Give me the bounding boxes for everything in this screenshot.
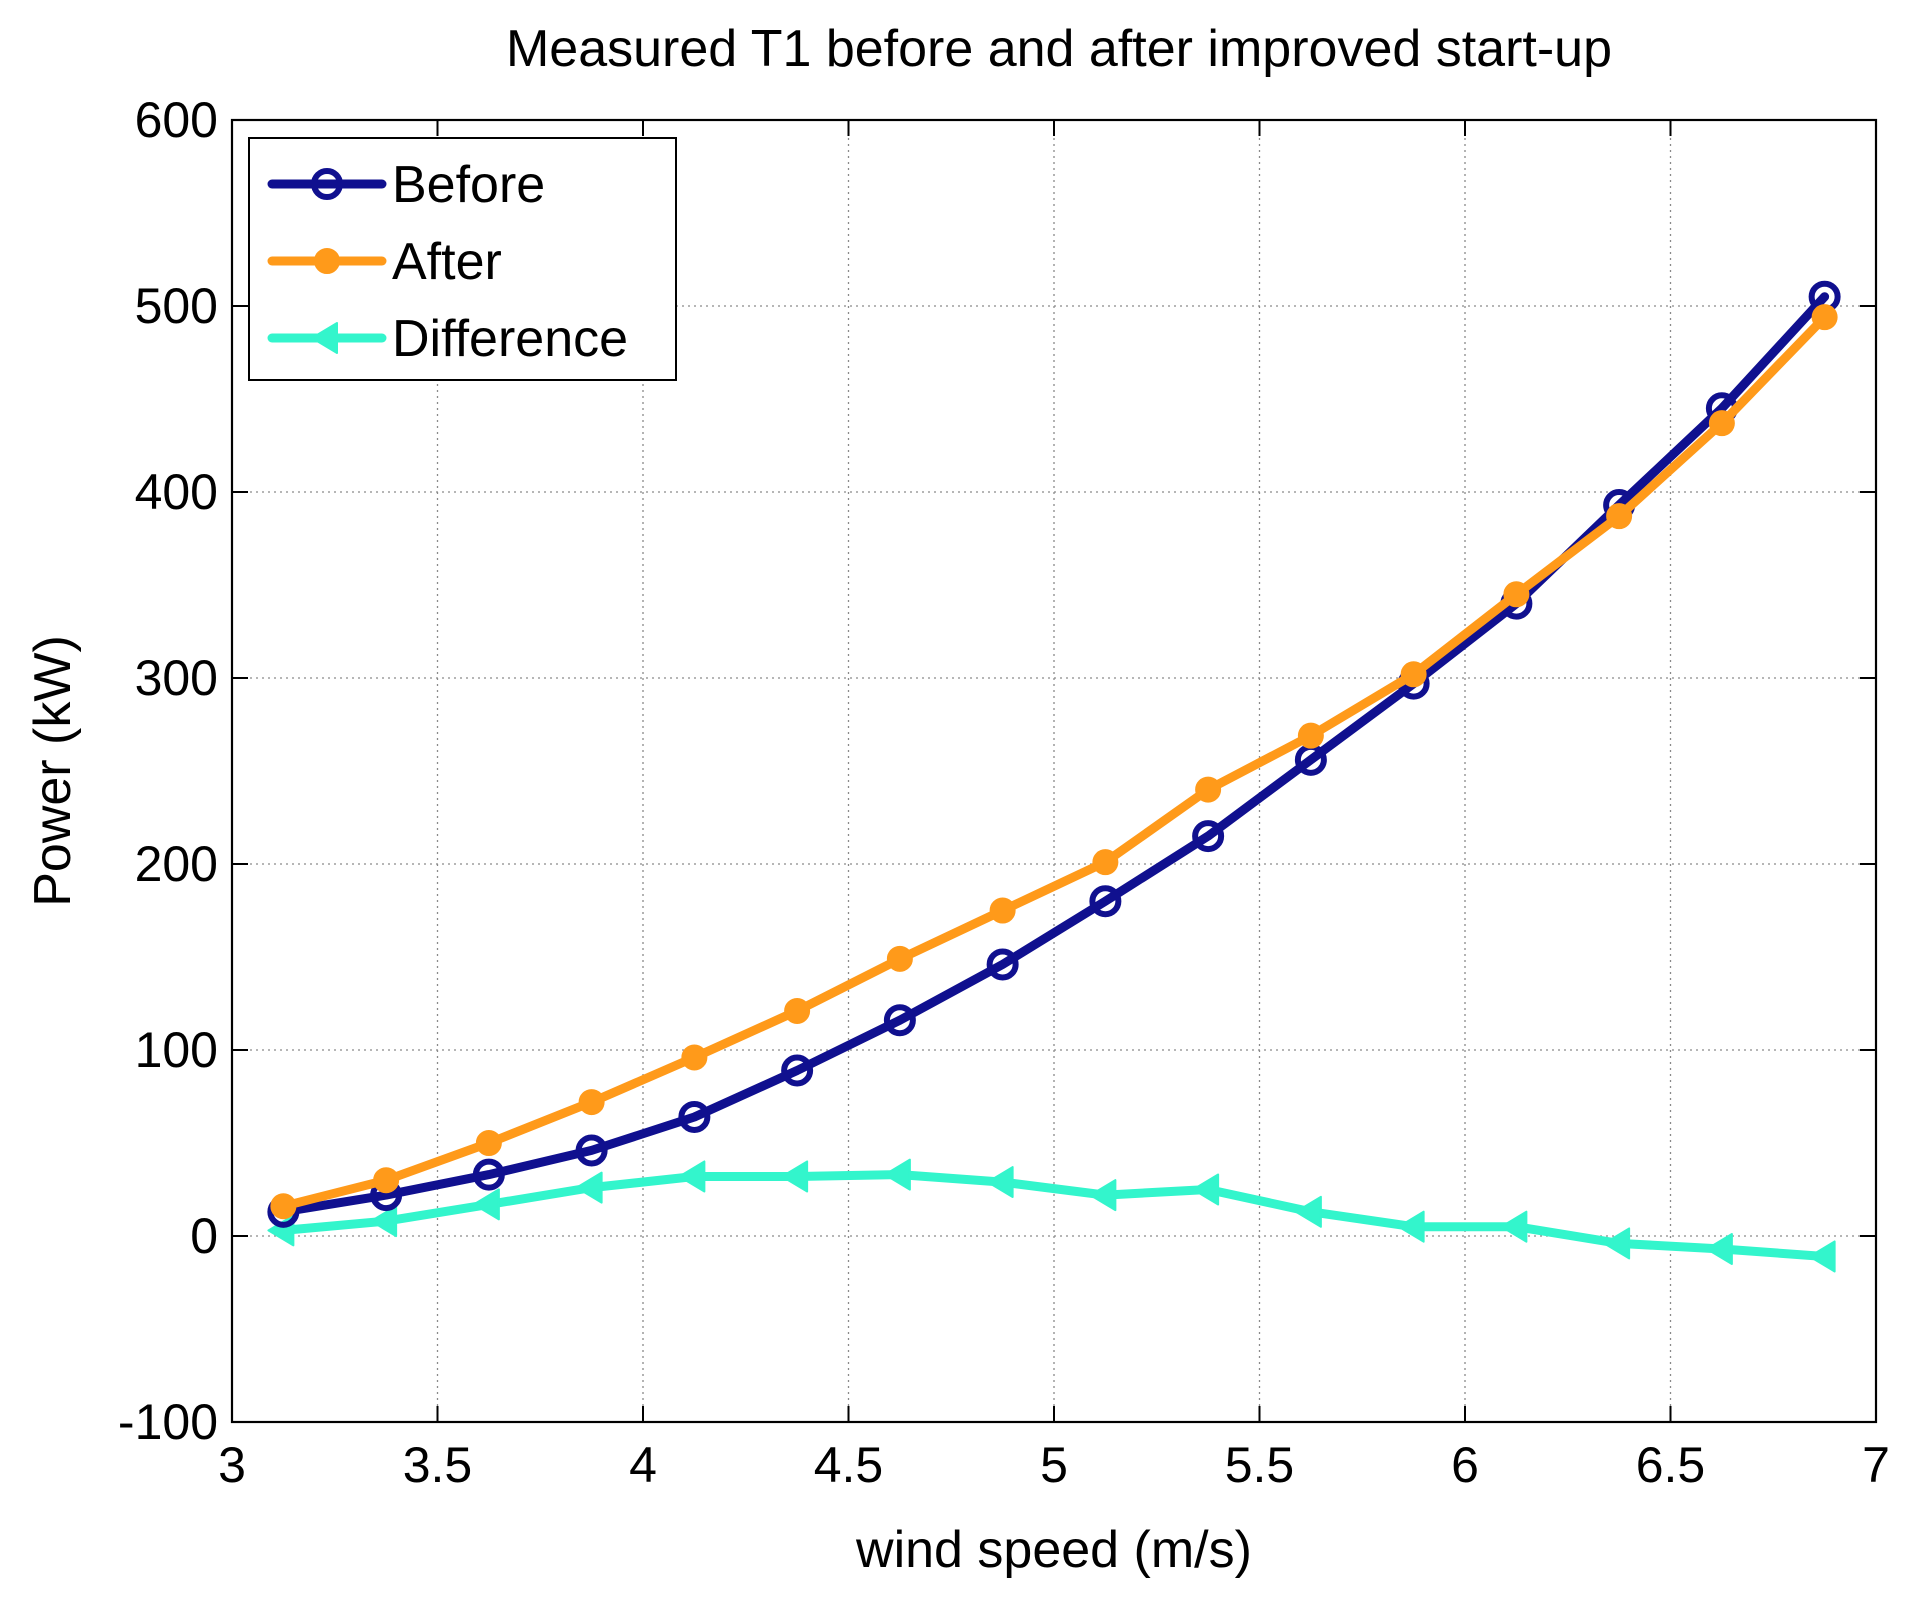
data-point-difference — [1500, 1210, 1528, 1243]
y-tick-label: 400 — [135, 464, 218, 520]
data-point-difference — [472, 1188, 500, 1221]
data-point-difference — [1808, 1240, 1836, 1273]
y-tick-label: 600 — [135, 92, 218, 148]
data-point-after — [989, 897, 1016, 924]
chart-title: Measured T1 before and after improved st… — [506, 20, 1612, 78]
legend-entry-difference: Difference — [267, 310, 628, 368]
data-point-before — [575, 1134, 608, 1167]
x-tick-label: 4 — [629, 1437, 657, 1493]
data-point-difference — [1089, 1179, 1117, 1212]
x-tick-label: 6 — [1451, 1437, 1479, 1493]
x-tick-label: 5.5 — [1225, 1437, 1295, 1493]
x-axis-label: wind speed (m/s) — [855, 1521, 1252, 1579]
y-tick-labels: -100 0 100 200 300 400 500 600 — [118, 92, 218, 1450]
data-point-difference — [575, 1171, 603, 1204]
legend-entry-after: After — [267, 233, 502, 291]
series-layer — [267, 280, 1841, 1273]
legend-entry-before: Before — [267, 156, 545, 214]
data-point-after — [1195, 776, 1222, 803]
legend: Before After Difference — [248, 137, 677, 381]
data-point-before — [678, 1100, 711, 1133]
data-point-after — [784, 997, 811, 1024]
y-axis-label: Power (kW) — [24, 635, 82, 907]
data-point-before — [986, 948, 1019, 981]
data-point-difference — [1192, 1173, 1220, 1206]
x-tick-label: 6.5 — [1636, 1437, 1706, 1493]
y-tick-label: 300 — [135, 650, 218, 706]
data-point-after — [1297, 722, 1324, 749]
y-tick-label: 0 — [190, 1208, 218, 1264]
legend-marker-after — [314, 248, 340, 274]
data-point-before — [1089, 885, 1122, 918]
legend-label-before: Before — [392, 156, 545, 214]
data-point-difference — [883, 1158, 911, 1191]
data-point-after — [886, 945, 913, 972]
y-tick-label: 200 — [135, 836, 218, 892]
x-tick-label: 3 — [218, 1437, 246, 1493]
legend-label-after: After — [392, 233, 502, 291]
x-tick-label: 7 — [1862, 1437, 1890, 1493]
data-point-difference — [1705, 1233, 1733, 1266]
y-tick-label: 100 — [135, 1022, 218, 1078]
y-tick-label: 500 — [135, 278, 218, 334]
data-point-after — [1400, 661, 1427, 688]
axis-ticks — [231, 119, 1877, 1423]
data-point-after — [681, 1044, 708, 1071]
data-point-before — [472, 1158, 505, 1191]
data-point-after — [1811, 304, 1838, 331]
data-point-difference — [986, 1166, 1014, 1199]
data-point-difference — [781, 1160, 809, 1193]
data-point-difference — [370, 1205, 398, 1238]
x-tick-labels: 3 3.5 4 4.5 5 5.5 6 6.5 7 — [218, 1437, 1890, 1493]
data-point-before — [781, 1054, 814, 1087]
data-point-after — [1606, 503, 1633, 530]
y-tick-label: -100 — [118, 1394, 218, 1450]
x-tick-label: 4.5 — [814, 1437, 884, 1493]
data-point-after — [1503, 581, 1530, 608]
data-point-after — [1708, 410, 1735, 437]
x-tick-label: 3.5 — [403, 1437, 473, 1493]
data-point-after — [1092, 849, 1119, 876]
series-after — [270, 304, 1838, 1220]
data-point-difference — [1397, 1210, 1425, 1243]
data-point-difference — [1603, 1227, 1631, 1260]
x-tick-label: 5 — [1040, 1437, 1068, 1493]
data-point-difference — [1294, 1195, 1322, 1228]
data-point-after — [475, 1130, 502, 1156]
data-point-after — [270, 1193, 297, 1220]
data-point-difference — [678, 1160, 706, 1193]
series-line-after — [278, 312, 1830, 1211]
legend-marker-before — [311, 168, 343, 200]
data-point-after — [373, 1167, 400, 1194]
data-point-after — [578, 1089, 605, 1116]
legend-label-difference: Difference — [392, 310, 628, 368]
data-point-before — [883, 1004, 916, 1037]
series-line-difference — [278, 1170, 1830, 1261]
legend-marker-difference — [311, 322, 338, 354]
data-point-before — [1192, 820, 1225, 853]
